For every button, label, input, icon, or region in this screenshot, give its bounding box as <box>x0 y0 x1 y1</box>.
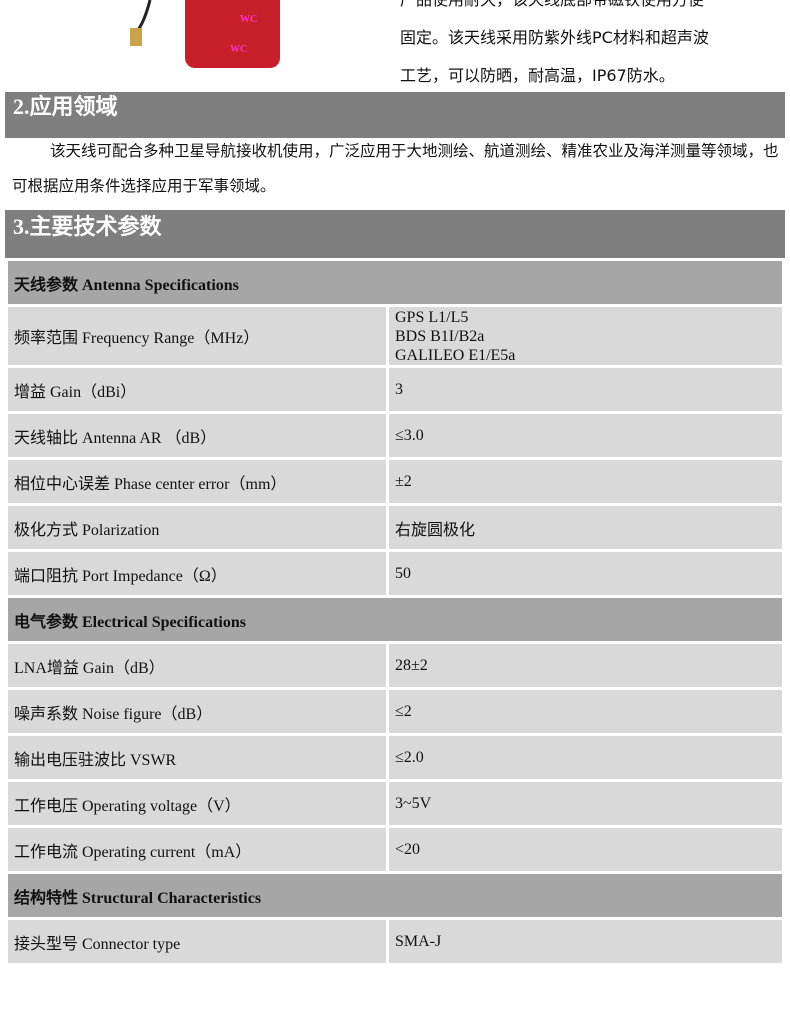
spec-label: 相位中心误差 Phase center error（mm） <box>5 457 389 506</box>
spec-label: 输出电压驻波比 VSWR <box>5 733 389 782</box>
intro-line: 产品使用耐久，该天线底部带磁铁使用方便 <box>400 0 785 19</box>
spec-label: 天线轴比 Antenna AR （dB） <box>5 411 389 460</box>
intro-line: 工艺，可以防晒，耐高温，IP67防水。 <box>400 66 675 85</box>
spec-value: ≤3.0 <box>386 411 785 460</box>
section-heading-applications: 2.应用领域 <box>5 92 785 138</box>
spec-value: 28±2 <box>386 641 785 690</box>
spec-value: GPS L1/L5 BDS B1I/B2a GALILEO E1/E5a <box>386 304 785 368</box>
spec-label: 工作电压 Operating voltage（V） <box>5 779 389 828</box>
svg-text:WC: WC <box>230 44 247 55</box>
section-heading-specs: 3.主要技术参数 <box>5 210 785 258</box>
spec-label: 频率范围 Frequency Range（MHz） <box>5 304 389 368</box>
spec-label: 端口阻抗 Port Impedance（Ω） <box>5 549 389 598</box>
table-row: 频率范围 Frequency Range（MHz） GPS L1/L5 BDS B… <box>5 304 785 368</box>
spec-value: SMA-J <box>386 917 785 966</box>
table-row: 增益 Gain（dBi） 3 <box>5 365 785 414</box>
group-label: 结构特性 Structural Characteristics <box>5 871 785 920</box>
spec-value: ≤2 <box>386 687 785 736</box>
group-label: 电气参数 Electrical Specifications <box>5 595 785 644</box>
table-row: 接头型号 Connector type SMA-J <box>5 917 785 966</box>
table-row: 工作电流 Operating current（mA） <20 <box>5 825 785 874</box>
spec-value: 3~5V <box>386 779 785 828</box>
table-row: 噪声系数 Noise figure（dB） ≤2 <box>5 687 785 736</box>
svg-text:WC: WC <box>240 14 257 25</box>
antenna-product-image: WC WC <box>130 0 280 68</box>
spec-value: 50 <box>386 549 785 598</box>
table-row: 端口阻抗 Port Impedance（Ω） 50 <box>5 549 785 598</box>
group-label: 天线参数 Antenna Specifications <box>5 258 785 307</box>
intro-line: 固定。该天线采用防紫外线PC材料和超声波 <box>400 28 709 47</box>
spec-label: 增益 Gain（dBi） <box>5 365 389 414</box>
spec-group-header: 结构特性 Structural Characteristics <box>5 871 785 920</box>
table-row: 输出电压驻波比 VSWR ≤2.0 <box>5 733 785 782</box>
spec-value: 右旋圆极化 <box>386 503 785 552</box>
table-row: 极化方式 Polarization 右旋圆极化 <box>5 503 785 552</box>
spec-label: 工作电流 Operating current（mA） <box>5 825 389 874</box>
table-row: 工作电压 Operating voltage（V） 3~5V <box>5 779 785 828</box>
spec-value: ≤2.0 <box>386 733 785 782</box>
spec-label: LNA增益 Gain（dB） <box>5 641 389 690</box>
applications-paragraph: 该天线可配合多种卫星导航接收机使用，广泛应用于大地测绘、航道测绘、精准农业及海洋… <box>12 142 779 195</box>
table-row: 相位中心误差 Phase center error（mm） ±2 <box>5 457 785 506</box>
spec-value: <20 <box>386 825 785 874</box>
table-row: 天线轴比 Antenna AR （dB） ≤3.0 <box>5 411 785 460</box>
spec-value: ±2 <box>386 457 785 506</box>
spec-value: 3 <box>386 365 785 414</box>
spec-table: 天线参数 Antenna Specifications 频率范围 Frequenc… <box>5 258 785 966</box>
table-row: LNA增益 Gain（dB） 28±2 <box>5 641 785 690</box>
spec-label: 极化方式 Polarization <box>5 503 389 552</box>
spec-label: 噪声系数 Noise figure（dB） <box>5 687 389 736</box>
spec-group-header: 天线参数 Antenna Specifications <box>5 258 785 307</box>
intro-text: 产品使用耐久，该天线底部带磁铁使用方便 固定。该天线采用防紫外线PC材料和超声波… <box>400 0 785 95</box>
spec-group-header: 电气参数 Electrical Specifications <box>5 595 785 644</box>
spec-label: 接头型号 Connector type <box>5 917 389 966</box>
